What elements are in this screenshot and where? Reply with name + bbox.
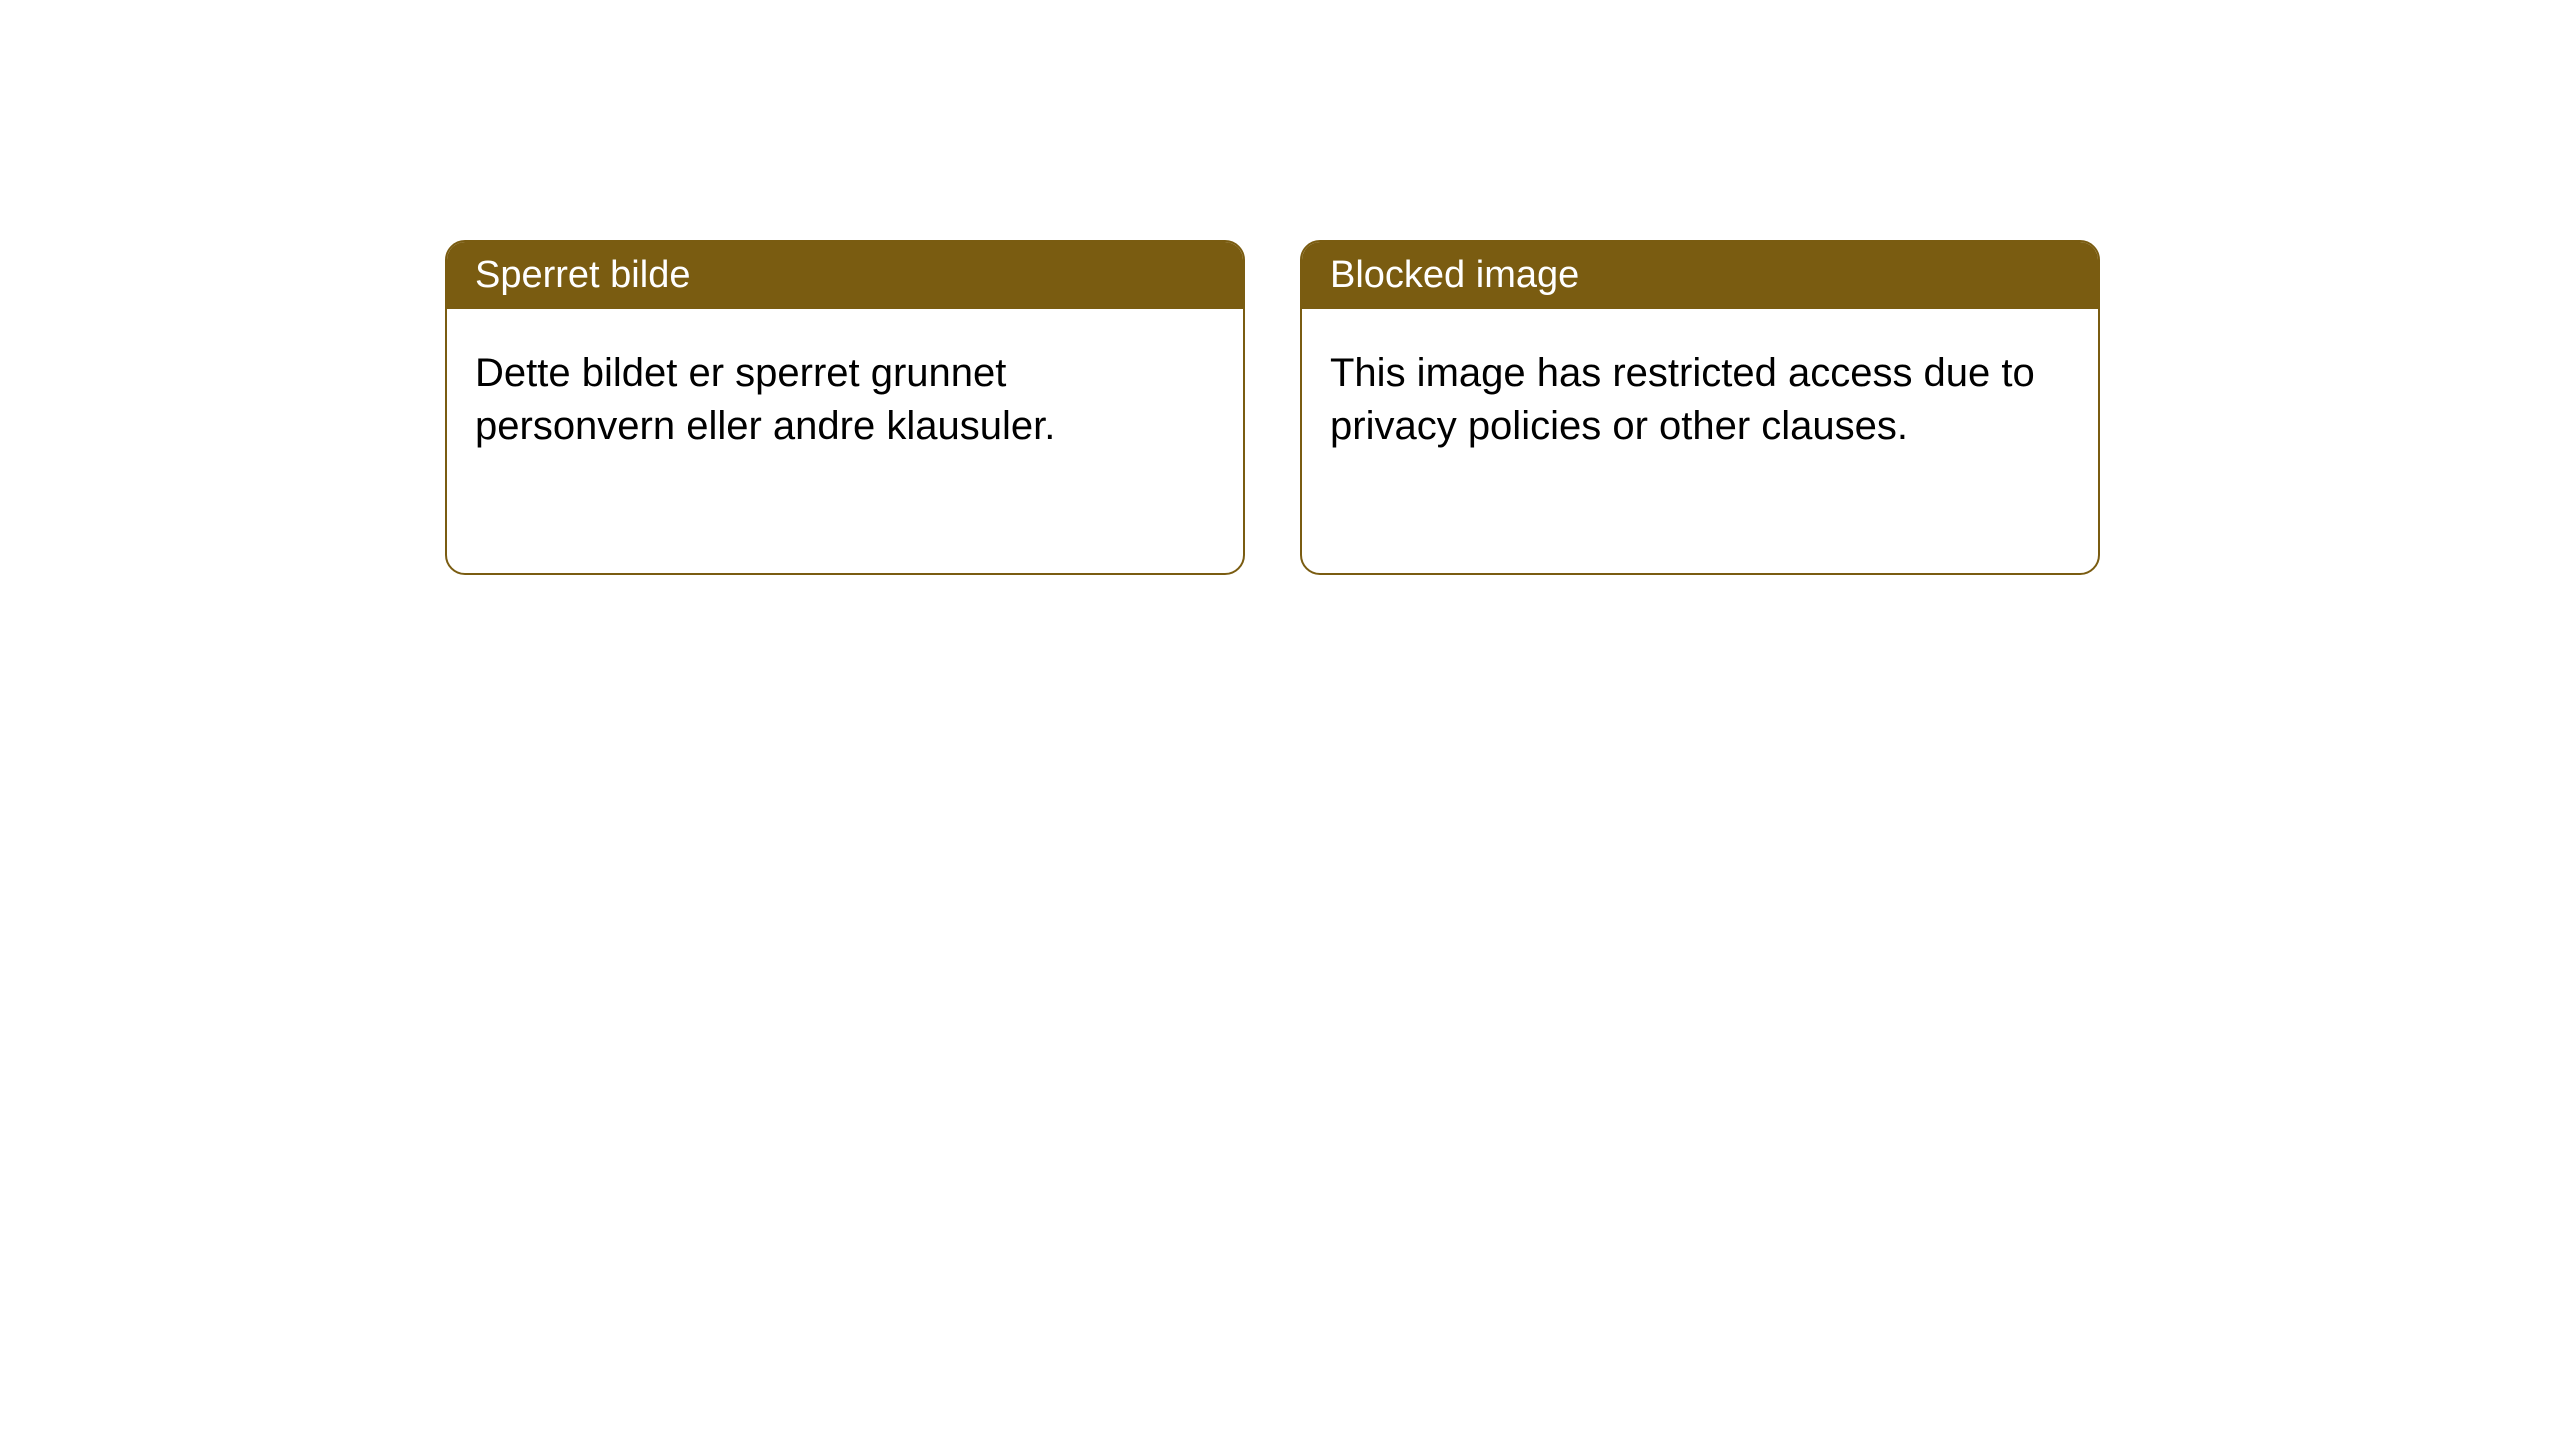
- card-body-en: This image has restricted access due to …: [1302, 309, 2098, 491]
- card-header-en: Blocked image: [1302, 242, 2098, 309]
- cards-container: Sperret bilde Dette bildet er sperret gr…: [0, 0, 2560, 575]
- blocked-image-card-no: Sperret bilde Dette bildet er sperret gr…: [445, 240, 1245, 575]
- card-body-no: Dette bildet er sperret grunnet personve…: [447, 309, 1243, 491]
- card-header-no: Sperret bilde: [447, 242, 1243, 309]
- blocked-image-card-en: Blocked image This image has restricted …: [1300, 240, 2100, 575]
